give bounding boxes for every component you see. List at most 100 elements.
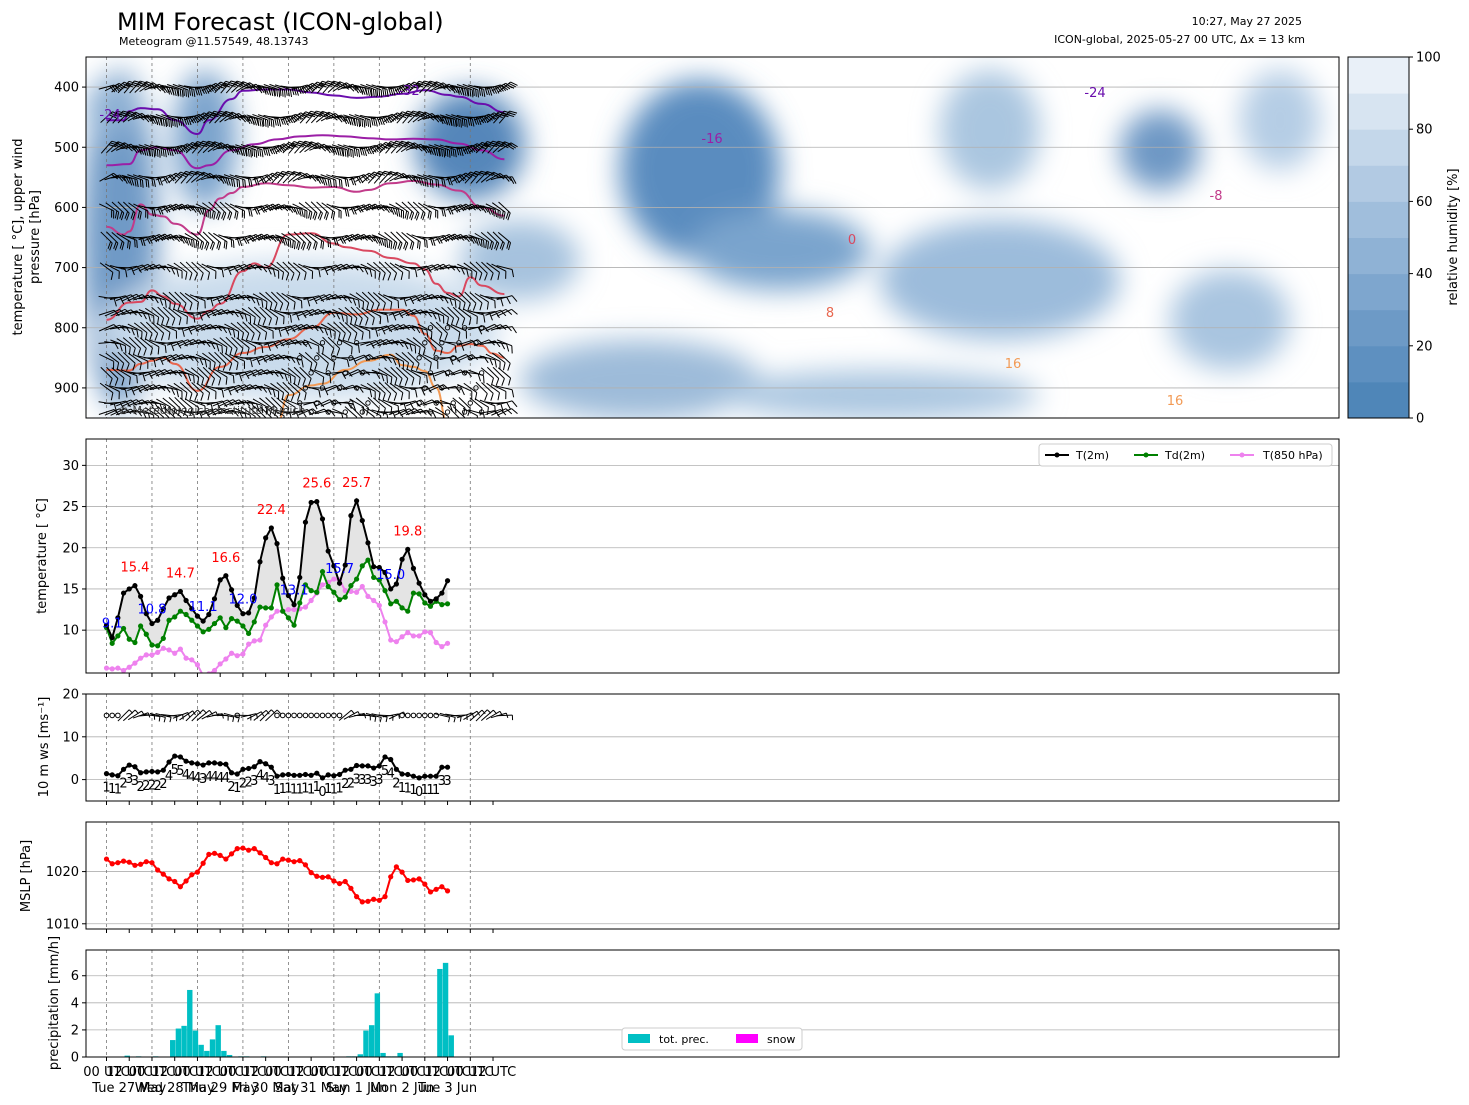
wind-barb-feather	[404, 144, 412, 149]
mslp-point	[160, 871, 166, 877]
calm-wind-marker	[473, 385, 479, 391]
wind-barb-shaft	[325, 409, 342, 414]
series-point	[200, 629, 206, 635]
series-point	[126, 586, 132, 592]
wind-barb-feather	[506, 113, 515, 118]
series-point	[126, 664, 132, 670]
wind-barb-feather	[467, 408, 471, 416]
wind-barb-feather	[248, 116, 253, 124]
wind-barb-shaft	[196, 111, 210, 123]
wind-barb-shaft	[240, 384, 257, 392]
wind-barb-shaft	[218, 399, 234, 407]
wind-barb-shaft	[149, 355, 166, 360]
wind-barb-shaft	[219, 111, 233, 123]
wind-barb-shaft	[496, 265, 513, 271]
wind-barb-feather	[495, 378, 500, 386]
wind-barb-shaft	[479, 399, 495, 407]
precip-bar	[204, 1050, 210, 1057]
wind-barb-feather	[217, 363, 221, 371]
wind-barb-feather	[168, 87, 173, 95]
temperature-legend: T(2m) Td(2m) T(850 hPa)	[1038, 443, 1333, 467]
wind-barb-shaft	[475, 141, 488, 154]
wind-speed-number: 4	[182, 768, 190, 783]
wind-barb-shaft	[496, 326, 513, 330]
wind-barb-feather	[296, 144, 304, 148]
wind-barb-shaft	[138, 174, 155, 180]
wind-barb-feather	[147, 148, 151, 157]
wind-barb-shaft	[129, 80, 141, 94]
series-point	[285, 592, 291, 599]
wind-barb-shaft	[383, 399, 399, 407]
wind-barb-feather	[501, 210, 504, 219]
wind-barb-shaft	[405, 143, 422, 151]
wind-barb-shaft	[173, 382, 188, 393]
wind-barb-feather	[479, 172, 488, 176]
wind-barb-shaft	[201, 408, 217, 416]
wind-barb-shaft	[349, 293, 364, 303]
wind-barb-shaft	[236, 321, 250, 334]
wind-barb-shaft	[241, 307, 256, 318]
wind-barb-feather	[436, 81, 444, 86]
wind-barb-feather	[219, 176, 225, 184]
wind-barb-shaft	[365, 204, 382, 211]
wind-barb-feather	[369, 269, 373, 277]
wind-barb-shaft	[359, 236, 376, 239]
day-label: Thu 29 May	[181, 1081, 258, 1096]
wind-barb-feather	[333, 80, 341, 84]
calm-wind-marker	[302, 712, 309, 719]
wind-speed-number: 3	[267, 774, 275, 789]
wind-barb-shaft	[106, 141, 119, 154]
series-point	[149, 620, 155, 627]
series-point	[268, 614, 274, 620]
series-point	[143, 652, 149, 658]
wind-barb-feather	[317, 211, 322, 219]
series-point	[103, 622, 110, 628]
humidity-blob	[880, 220, 1120, 340]
wind-barb-feather	[250, 359, 253, 368]
wind-barb-shaft	[217, 265, 234, 270]
wind-barb-shaft	[429, 337, 443, 349]
wind-barb-shaft	[145, 307, 159, 318]
wind-barb-shaft	[343, 233, 359, 242]
wind-barb-shaft	[416, 371, 433, 375]
wind-barb-shaft	[491, 383, 507, 392]
wind-barb-shaft	[197, 140, 209, 154]
wind-barb-shaft	[138, 263, 154, 272]
wind-barb-feather	[182, 329, 185, 337]
wind-barb-feather	[379, 717, 382, 723]
wind-barb-feather	[134, 239, 136, 248]
wind-barb-shaft	[365, 371, 382, 375]
wind-barb-feather	[206, 85, 212, 93]
wind-barb-shaft	[155, 174, 172, 181]
wind-barb-feather	[473, 117, 478, 125]
wind-barb-shaft	[433, 401, 450, 405]
isotherm-line	[106, 232, 505, 321]
wind-barb-feather	[202, 140, 211, 144]
wind-barb-feather	[415, 363, 420, 371]
wind-speed-point	[354, 762, 360, 769]
wind-barb-feather	[248, 208, 251, 217]
wind-barb-feather	[281, 88, 284, 97]
wind-barb-feather	[361, 332, 364, 340]
wind-barb-feather	[475, 88, 477, 97]
wind-barb-feather	[293, 87, 297, 96]
wind-barb-feather	[274, 303, 278, 311]
wind-barb-shaft	[293, 231, 306, 244]
series-point	[348, 513, 354, 519]
wind-barb-shaft	[258, 354, 274, 362]
wind-barb-shaft	[365, 83, 382, 91]
wind-barb-feather	[492, 208, 495, 217]
wind-barb-shaft	[235, 144, 251, 151]
wind-barb-shaft	[172, 339, 188, 347]
wind-barb-shaft	[149, 339, 166, 346]
wind-barb-feather	[409, 241, 413, 249]
precip-bar	[397, 1052, 403, 1057]
wind-barb-feather	[489, 207, 494, 215]
wind-barb-shaft	[338, 338, 353, 348]
wind-barb-feather	[303, 142, 312, 146]
wind-barb-shaft	[451, 354, 467, 362]
wind-barb-feather	[386, 375, 388, 384]
x-tick-label: 12 UTC	[379, 1065, 425, 1080]
wind-speed-number: 4	[205, 770, 213, 785]
wind-barb-shaft	[407, 351, 420, 364]
